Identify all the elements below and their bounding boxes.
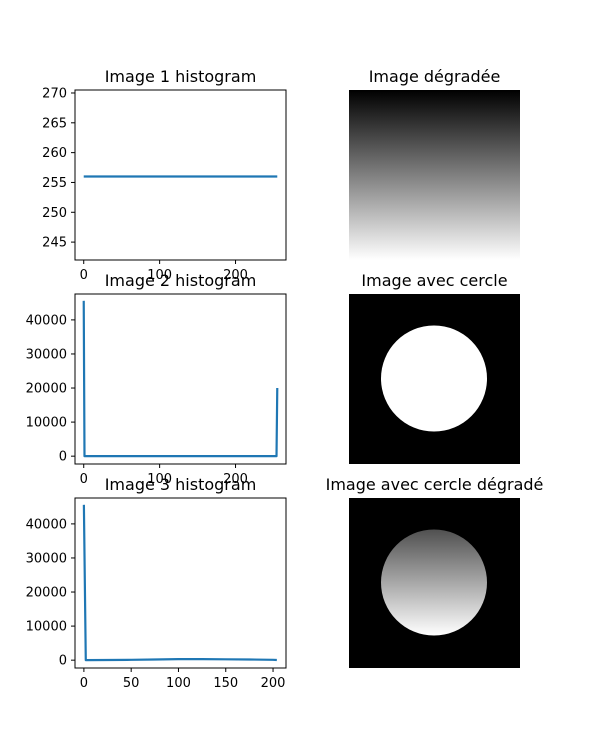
gradient-image bbox=[349, 90, 520, 260]
image-title: Image avec cercle dégradé bbox=[326, 475, 544, 494]
x-tick-label: 0 bbox=[80, 472, 88, 487]
y-tick-label: 270 bbox=[42, 86, 67, 101]
image-panel-2: Image avec cercle bbox=[349, 271, 520, 464]
image-title: Image avec cercle bbox=[361, 271, 507, 290]
x-tick-label: 100 bbox=[166, 676, 191, 691]
x-tick-label: 100 bbox=[147, 472, 172, 487]
y-tick-label: 10000 bbox=[26, 416, 67, 431]
y-tick-label: 255 bbox=[42, 176, 67, 191]
y-tick-label: 0 bbox=[59, 450, 67, 465]
y-tick-label: 20000 bbox=[26, 586, 67, 601]
chart-title: Image 3 histogram bbox=[105, 475, 257, 494]
x-tick-label: 0 bbox=[80, 676, 88, 691]
series-line bbox=[82, 504, 277, 662]
histogram-1: 245 250 255 260 265 270 0 100 200 Image 1 histogr… bbox=[42, 67, 287, 283]
x-tick-label: 150 bbox=[213, 676, 238, 691]
y-tick-label: 20000 bbox=[26, 382, 67, 397]
axes-frame bbox=[74, 89, 287, 261]
chart-title: Image 2 histogram bbox=[105, 271, 257, 290]
x-tick-label: 100 bbox=[147, 268, 172, 283]
y-tick-label: 30000 bbox=[26, 551, 67, 566]
x-tick-label: 200 bbox=[261, 676, 286, 691]
axes-frame bbox=[74, 293, 287, 465]
image-title: Image dégradée bbox=[369, 67, 501, 86]
white-circle bbox=[381, 325, 487, 432]
x-tick-label: 200 bbox=[223, 268, 248, 283]
chart-title: Image 1 histogram bbox=[105, 67, 257, 86]
y-tick-label: 260 bbox=[42, 146, 67, 161]
x-tick-label: 200 bbox=[223, 472, 248, 487]
y-tick-label: 30000 bbox=[26, 347, 67, 362]
y-tick-label: 40000 bbox=[26, 313, 67, 328]
y-tick-label: 250 bbox=[42, 206, 67, 221]
series-line bbox=[82, 300, 279, 458]
y-tick-label: 265 bbox=[42, 116, 67, 131]
y-tick-label: 0 bbox=[59, 654, 67, 669]
y-tick-label: 40000 bbox=[26, 517, 67, 532]
image-panel-3: Image avec cercle dégradé bbox=[326, 475, 544, 668]
image-panel-1: Image dégradée bbox=[349, 67, 520, 260]
axes-frame bbox=[74, 497, 287, 669]
x-tick-label: 0 bbox=[80, 268, 88, 283]
gradient-circle bbox=[381, 529, 487, 636]
y-tick-label: 245 bbox=[42, 236, 67, 251]
y-tick-label: 10000 bbox=[26, 620, 67, 635]
x-tick-label: 50 bbox=[123, 676, 140, 691]
